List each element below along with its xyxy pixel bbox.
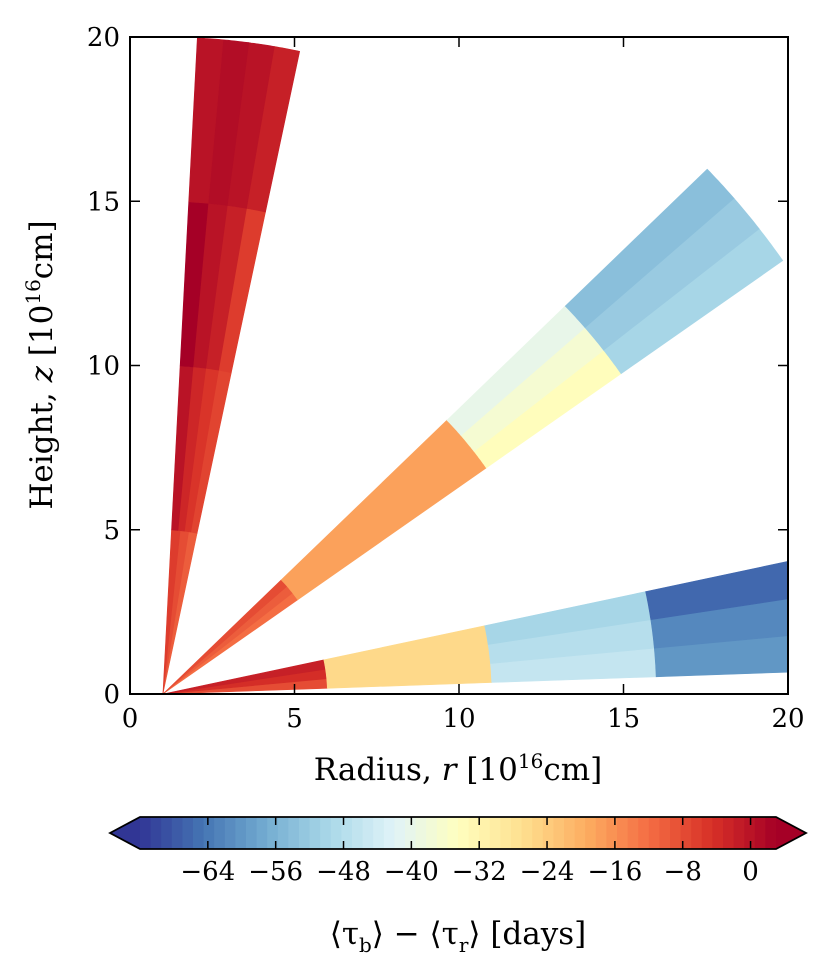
colorbar-extend-high (776, 817, 806, 849)
colorbar-segment (267, 817, 279, 849)
y-axis: 0 5 10 15 20 (87, 23, 788, 710)
x-tick-label: 15 (607, 704, 640, 734)
y-tick-label: 5 (103, 516, 120, 546)
colorbar-segment (277, 817, 289, 849)
colorbar-segment (161, 817, 173, 849)
colorbar-tick-label: −48 (316, 857, 371, 887)
colorbar-tick-label: −40 (384, 857, 439, 887)
colorbar-segment (733, 817, 745, 849)
colorbar-segment (648, 817, 660, 849)
colorbar-segment (659, 817, 671, 849)
colorbar-segment (500, 817, 512, 849)
x-axis-label: Radius, r [1016cm] (314, 749, 602, 788)
colorbar-segment (489, 817, 501, 849)
colorbar-tick-label: −64 (180, 857, 235, 887)
colorbar-segment (150, 817, 162, 849)
colorbar-segment (246, 817, 258, 849)
y-tick-label: 15 (87, 187, 120, 217)
colorbar-segment (553, 817, 565, 849)
x-tick-label: 0 (122, 704, 139, 734)
y-tick-label: 0 (103, 680, 120, 710)
wedge-cell (564, 168, 735, 329)
colorbar-segment (352, 817, 364, 849)
colorbar-label: ⟨τb⟩ − ⟨τr⟩ [days] (330, 916, 587, 957)
x-tick-label: 20 (771, 704, 804, 734)
colorbar-segment (617, 817, 629, 849)
colorbar-segment (447, 817, 459, 849)
x-tick-label: 5 (286, 704, 303, 734)
colorbar (108, 816, 808, 850)
colorbar-segment (511, 817, 523, 849)
colorbar-tick-label: −24 (520, 857, 575, 887)
colorbar-segment (468, 817, 480, 849)
colorbar-segment (203, 817, 215, 849)
colorbar-segment (288, 817, 300, 849)
colorbar-segment (627, 817, 639, 849)
colorbar-segment (309, 817, 321, 849)
wedge-cell (188, 37, 224, 204)
colorbar-segment (595, 817, 607, 849)
colorbar-segment (383, 817, 395, 849)
colorbar-tick-label: −56 (248, 857, 303, 887)
colorbar-tick-label: −16 (587, 857, 642, 887)
colorbar-segment (436, 817, 448, 849)
colorbar-segment (744, 817, 756, 849)
colorbar-segment (426, 817, 438, 849)
colorbar-segment (320, 817, 332, 849)
x-axis: 0 5 10 15 20 (122, 37, 805, 734)
colorbar-segment (214, 817, 226, 849)
colorbar-segment (479, 817, 491, 849)
colorbar-segment (585, 817, 597, 849)
colorbar-outline (108, 816, 808, 850)
y-axis-label: Height, z [1016cm] (21, 220, 60, 509)
colorbar-segment (140, 817, 152, 849)
colorbar-segment (680, 817, 692, 849)
colorbar-segment (712, 817, 724, 849)
colorbar-segment (638, 817, 650, 849)
colorbar-segment (532, 817, 544, 849)
colorbar-segment (521, 817, 533, 849)
colorbar-segment (373, 817, 385, 849)
colorbar-segment (458, 817, 470, 849)
colorbar-segment (564, 817, 576, 849)
colorbar-tick-label: 0 (742, 857, 759, 887)
colorbar-segment (415, 817, 427, 849)
x-tick-label: 10 (442, 704, 475, 734)
colorbar-segment (405, 817, 417, 849)
colorbar-segment (723, 817, 735, 849)
y-tick-label: 10 (87, 352, 120, 382)
colorbar-segment (362, 817, 374, 849)
colorbar-tick-label: −8 (664, 857, 702, 887)
colorbar-segment (574, 817, 586, 849)
colorbar-segment (670, 817, 682, 849)
colorbar-segment (765, 817, 777, 849)
colorbar-segment (691, 817, 703, 849)
colorbar-segment (235, 817, 247, 849)
colorbar-tick-label: −32 (452, 857, 507, 887)
colorbar-segment (224, 817, 236, 849)
wedge-cell (645, 561, 788, 621)
colorbar-segment (606, 817, 618, 849)
colorbar-segment (394, 817, 406, 849)
colorbar-segment (182, 817, 194, 849)
colorbar-extend-low (110, 817, 140, 849)
colorbar-segment (330, 817, 342, 849)
colorbar-segment (256, 817, 268, 849)
colorbar-segment (193, 817, 205, 849)
y-tick-label: 20 (87, 23, 120, 53)
colorbar-segment (754, 817, 766, 849)
wedge-cells (162, 37, 788, 694)
colorbar-segment (542, 817, 554, 849)
colorbar-segment (171, 817, 183, 849)
colorbar-segment (341, 817, 353, 849)
colorbar-ticks: −64 −56 −48 −40 −32 −24 −16 −8 0 (180, 817, 759, 887)
colorbar-segment (701, 817, 713, 849)
colorbar-segment (299, 817, 311, 849)
